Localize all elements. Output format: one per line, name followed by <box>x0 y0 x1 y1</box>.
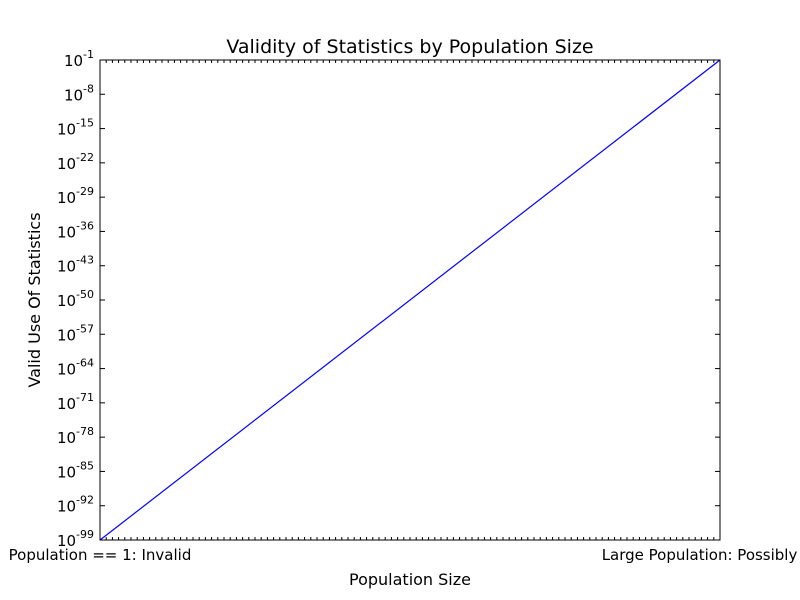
y-tick-base: 10 <box>57 121 76 139</box>
y-tick-label: 10-1 <box>64 48 94 70</box>
y-tick-label: 10-29 <box>57 185 94 207</box>
x-tick-label: Large Population: Possibly Valid <box>602 546 800 564</box>
y-tick-exponent: -99 <box>76 528 94 541</box>
y-tick-exponent: -29 <box>76 185 94 198</box>
y-tick-label: 10-71 <box>57 391 94 413</box>
x-tick-labels: Population == 1: Invalid Large Population… <box>9 546 800 564</box>
y-tick-base: 10 <box>57 361 76 379</box>
y-tick-label: 10-15 <box>57 117 94 139</box>
y-tick-base: 10 <box>57 292 76 310</box>
y-tick-base: 10 <box>57 326 76 344</box>
y-tick-exponent: -71 <box>76 391 94 404</box>
y-tick-base: 10 <box>57 155 76 173</box>
y-tick-label: 10-99 <box>57 528 94 550</box>
y-tick-exponent: -15 <box>76 117 94 130</box>
y-tick-exponent: -36 <box>76 219 94 232</box>
y-tick-base: 10 <box>57 258 76 276</box>
y-tick-exponent: -8 <box>83 82 94 95</box>
series-group <box>99 59 721 541</box>
y-tick-base: 10 <box>57 498 76 516</box>
y-tick-exponent: -57 <box>76 322 94 335</box>
y-tick-exponent: -1 <box>83 48 94 61</box>
y-tick-label: 10-50 <box>57 288 94 310</box>
y-tick-label: 10-8 <box>64 82 94 104</box>
y-tick-exponent: -22 <box>76 151 94 164</box>
y-tick-label: 10-43 <box>57 254 94 276</box>
y-tick-base: 10 <box>57 189 76 207</box>
y-tick-label: 10-22 <box>57 151 94 173</box>
y-tick-base: 10 <box>57 223 76 241</box>
y-tick-label: 10-36 <box>57 219 94 241</box>
y-tick-base: 10 <box>64 52 83 70</box>
y-axis-label: Valid Use Of Statistics <box>25 212 44 387</box>
y-tick-label: 10-64 <box>57 357 94 379</box>
y-tick-exponent: -64 <box>76 357 94 370</box>
y-tick-exponent: -50 <box>76 288 94 301</box>
y-tick-exponent: -43 <box>76 254 94 267</box>
y-tick-base: 10 <box>57 532 76 550</box>
x-axis-label: Population Size <box>349 570 471 589</box>
plot-frame <box>99 59 721 541</box>
x-tick-label: Population == 1: Invalid <box>9 546 192 564</box>
y-tick-base: 10 <box>64 86 83 104</box>
series-line <box>99 59 721 541</box>
y-tick-label: 10-78 <box>57 425 94 447</box>
y-tick-base: 10 <box>57 429 76 447</box>
y-tick-label: 10-57 <box>57 322 94 344</box>
y-tick-labels: 10-9910-9210-8510-7810-7110-6410-5710-50… <box>57 48 94 550</box>
y-tick-label: 10-85 <box>57 459 94 481</box>
y-tick-exponent: -78 <box>76 425 94 438</box>
y-tick-label: 10-92 <box>57 494 94 516</box>
y-tick-exponent: -85 <box>76 459 94 472</box>
chart-title: Validity of Statistics by Population Siz… <box>226 36 593 58</box>
y-tick-base: 10 <box>57 463 76 481</box>
y-tick-exponent: -92 <box>76 494 94 507</box>
y-tick-base: 10 <box>57 395 76 413</box>
